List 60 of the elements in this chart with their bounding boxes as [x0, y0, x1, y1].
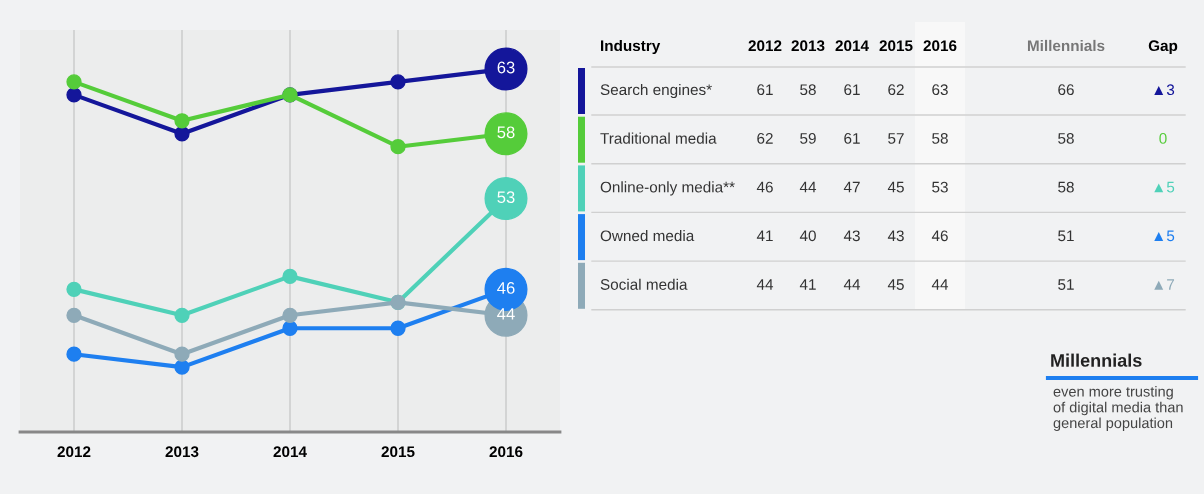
- text: 44: [843, 279, 861, 290]
- text: ▲5: [1154, 230, 1175, 242]
- text: 53: [932, 181, 948, 193]
- text: 2013: [791, 40, 825, 52]
- data-label: 53: [497, 191, 515, 204]
- text: even more trusting of digital media than general population: [1053, 386, 1183, 432]
- text: 58: [1058, 132, 1074, 144]
- text: 2016: [923, 40, 957, 52]
- text: 41: [799, 279, 816, 290]
- text: ▲5: [1154, 181, 1175, 193]
- text: 58: [800, 84, 816, 96]
- text: 44: [756, 279, 774, 290]
- text: 44: [931, 279, 949, 290]
- text: 51: [1058, 230, 1074, 242]
- text: ▲3: [1154, 84, 1175, 96]
- text: 66: [1058, 84, 1074, 96]
- data-label: 58: [497, 126, 515, 139]
- text: 59: [800, 132, 816, 144]
- text: 58: [932, 132, 948, 144]
- text: 62: [757, 132, 773, 144]
- x-tick-label: 2016: [489, 446, 523, 458]
- data-label: 63: [497, 61, 515, 74]
- text: 43: [843, 230, 860, 242]
- text: 45: [887, 279, 904, 290]
- text: Online-only media**: [600, 181, 735, 196]
- text: 2015: [879, 40, 913, 52]
- text: 51: [1058, 279, 1074, 290]
- text: 61: [844, 132, 860, 144]
- text: Social media: [600, 278, 688, 290]
- text: 46: [931, 230, 948, 242]
- data-label: 46: [497, 282, 515, 294]
- x-tick-label: 2015: [381, 446, 415, 458]
- text: 61: [844, 84, 860, 96]
- x-tick-label: 2014: [273, 446, 307, 458]
- text: 0: [1159, 132, 1167, 144]
- text: 2012: [748, 40, 782, 52]
- x-tick-label: 2013: [165, 446, 199, 458]
- text: Millennials: [1027, 39, 1105, 52]
- text: Traditional media: [600, 132, 717, 144]
- text: 63: [932, 84, 948, 96]
- text: 57: [888, 133, 904, 144]
- text: Industry: [601, 39, 661, 55]
- text: Owned media: [600, 229, 695, 242]
- text: 47: [843, 181, 860, 193]
- text: 2014: [835, 40, 869, 52]
- text: Gap: [1148, 40, 1178, 55]
- text: 62: [888, 84, 904, 96]
- text: 43: [887, 230, 904, 242]
- text: 44: [799, 181, 817, 193]
- text: Millennials: [1051, 353, 1142, 367]
- data-label: 44: [497, 308, 515, 320]
- text: 58: [1058, 181, 1074, 193]
- x-tick-label: 2012: [57, 446, 91, 458]
- text: Search engines*: [600, 83, 712, 99]
- text: 61: [757, 84, 773, 96]
- text: 46: [756, 181, 773, 193]
- text: 41: [756, 230, 773, 242]
- text: 40: [799, 230, 816, 242]
- text: ▲7: [1154, 279, 1175, 290]
- text: 45: [887, 181, 904, 193]
